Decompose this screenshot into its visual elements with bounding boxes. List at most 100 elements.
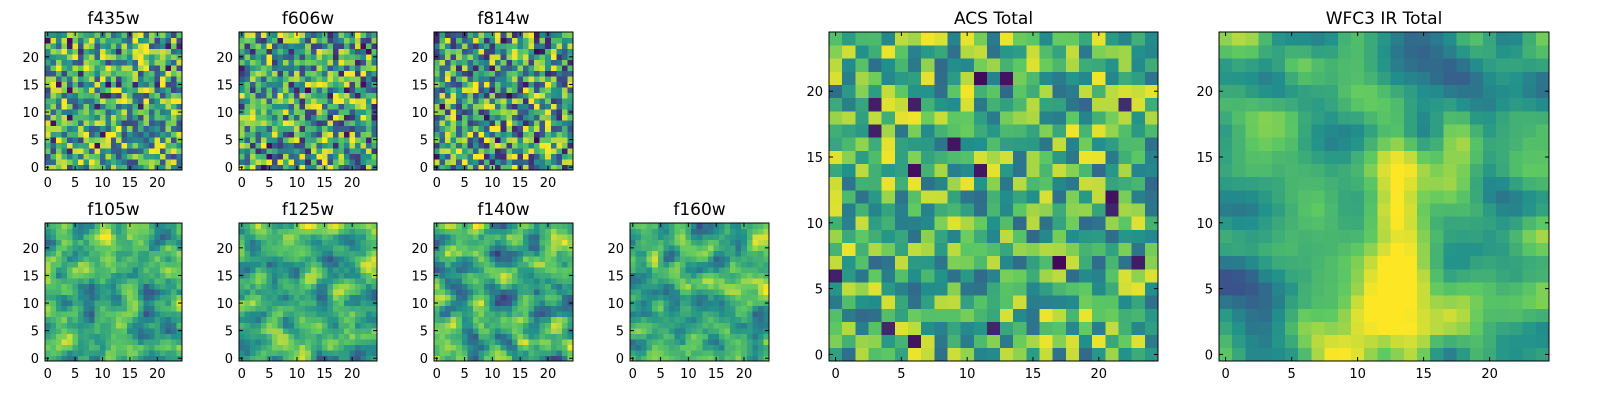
heatmap-cell [461, 92, 468, 99]
heatmap-cell [472, 65, 479, 72]
heatmap-cell [456, 338, 463, 345]
heatmap-cell [261, 289, 267, 296]
heatmap-cell [757, 322, 764, 329]
heatmap-cell [360, 87, 367, 94]
heatmap-cell [484, 278, 490, 285]
heatmap-cell [266, 37, 273, 44]
heatmap-cell [294, 92, 301, 99]
heatmap-cell [635, 322, 642, 329]
heatmap-cell [567, 43, 574, 49]
heatmap-cell [110, 158, 117, 165]
heatmap-cell [718, 261, 725, 268]
heatmap-cell [110, 338, 117, 345]
heatmap-cell [567, 125, 574, 132]
heatmap-cell [539, 125, 546, 132]
y-tick-label: 20 [411, 51, 428, 66]
heatmap-cell [561, 349, 568, 356]
heatmap-cell [528, 59, 535, 66]
heatmap-cell [343, 261, 350, 268]
heatmap-cell [138, 43, 145, 49]
heatmap-cell [467, 250, 474, 257]
heatmap-cell [110, 136, 117, 143]
heatmap-cell [138, 103, 145, 110]
heatmap-cell [757, 316, 764, 323]
heatmap-cell [472, 81, 479, 88]
heatmap-cell [561, 48, 568, 55]
heatmap-cell [332, 164, 339, 171]
heatmap-cell [528, 54, 535, 60]
y-tick-label: 15 [216, 269, 233, 284]
heatmap-cell [250, 164, 256, 171]
heatmap-cell [500, 245, 507, 251]
heatmap-cell [343, 322, 350, 329]
heatmap-cell [539, 98, 546, 105]
heatmap-cell [511, 283, 518, 290]
heatmap-cell [165, 349, 172, 356]
heatmap-cell [522, 109, 529, 116]
axes-frame [44, 31, 183, 171]
heatmap-cell [478, 305, 485, 312]
heatmap-cell [283, 142, 290, 149]
heatmap-cell [534, 300, 541, 307]
heatmap-cell [450, 333, 457, 340]
heatmap-cell [239, 153, 245, 160]
heatmap-cell [539, 103, 546, 110]
heatmap-cell [99, 294, 106, 301]
heatmap-cell [354, 131, 361, 138]
heatmap-cell [160, 65, 166, 72]
heatmap-cell [371, 98, 378, 105]
heatmap-cell [545, 267, 552, 274]
heatmap-cell [934, 255, 948, 270]
heatmap-cell [316, 256, 323, 263]
heatmap-cell [354, 278, 361, 285]
heatmap-cell [484, 158, 490, 165]
heatmap-cell [88, 81, 95, 88]
heatmap-cell [176, 305, 183, 312]
heatmap-cell [160, 300, 166, 307]
heatmap-cell [539, 305, 546, 312]
heatmap-cell [149, 305, 155, 312]
heatmap-cell [266, 261, 273, 268]
heatmap-cells [45, 223, 183, 362]
heatmap-cell [735, 300, 742, 307]
heatmap-cell [116, 305, 123, 312]
heatmap-cell [354, 43, 361, 49]
heatmap-cell [83, 48, 90, 55]
heatmap-cell [94, 76, 101, 83]
heatmap-cell [829, 308, 843, 322]
heatmap-cell [105, 223, 112, 229]
heatmap-cell [176, 283, 183, 290]
heatmap-cell [277, 153, 284, 160]
heatmap-cell [718, 234, 725, 240]
heatmap-cell [332, 344, 339, 351]
heatmap-cell [500, 70, 507, 77]
heatmap-cell [545, 70, 552, 77]
heatmap-cell [321, 37, 328, 44]
heatmap-cell [696, 250, 703, 257]
heatmap-cell [718, 256, 725, 263]
heatmap-cell [674, 245, 681, 251]
heatmap-cell [1144, 268, 1159, 283]
heatmap-cell [550, 103, 557, 110]
heatmap-cell [121, 305, 128, 312]
heatmap-cell [61, 300, 68, 307]
heatmap-cell [1052, 255, 1067, 270]
heatmap-cell [61, 228, 68, 235]
heatmap-cell [763, 239, 770, 246]
heatmap-cell [702, 289, 709, 296]
heatmap-cell [338, 87, 345, 94]
heatmap-cell [556, 37, 563, 44]
heatmap-cell [713, 338, 720, 345]
heatmap-cell [94, 305, 101, 312]
heatmap-cell [45, 76, 51, 83]
heatmap-cell [332, 158, 339, 165]
heatmap-cell [545, 136, 552, 143]
heatmap-cell [691, 333, 698, 340]
heatmap-cell [495, 333, 502, 340]
heatmap-cell [327, 234, 334, 240]
heatmap-cell [534, 87, 541, 94]
heatmap-cell [545, 311, 552, 318]
heatmap-cell [506, 98, 513, 105]
heatmap-cell [294, 272, 301, 279]
heatmap-cell [746, 228, 753, 235]
